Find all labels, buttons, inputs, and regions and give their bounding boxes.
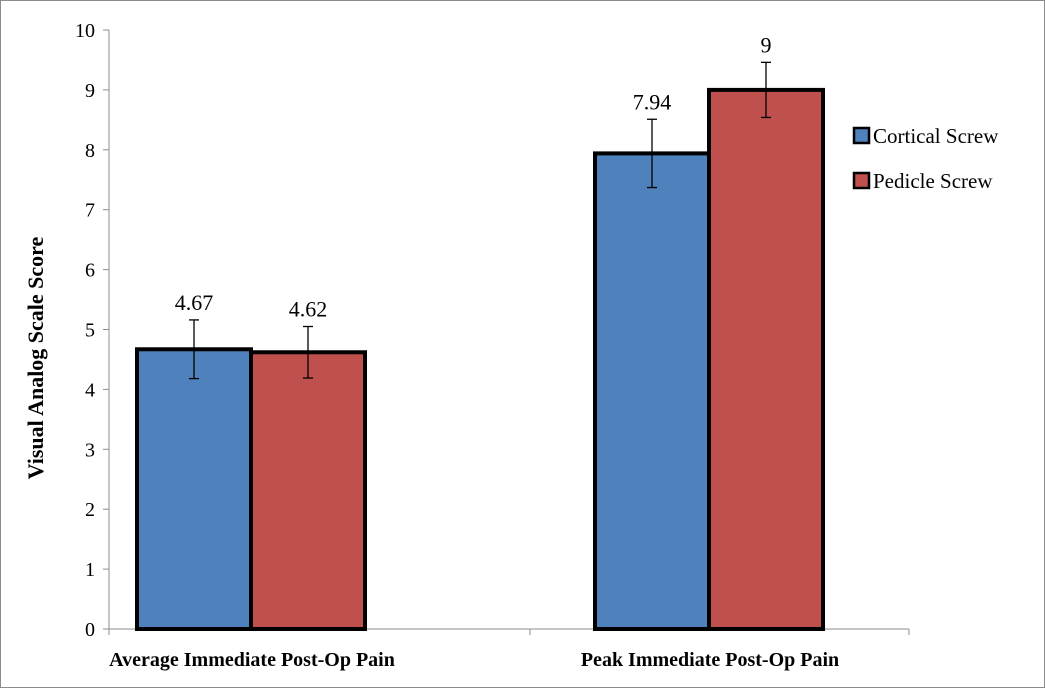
legend-swatch-pedicle-screw bbox=[852, 171, 871, 190]
y-axis-title: Visual Analog Scale Score bbox=[23, 236, 48, 479]
data-label: 9 bbox=[761, 32, 772, 57]
y-tick-label: 4 bbox=[85, 379, 95, 401]
y-tick-label: 2 bbox=[85, 499, 95, 521]
y-tick-label: 5 bbox=[85, 320, 95, 342]
y-tick-label: 9 bbox=[85, 80, 95, 102]
legend-swatch-cortical-screw bbox=[852, 126, 871, 145]
x-category-label: Average Immediate Post-Op Pain bbox=[109, 649, 395, 671]
y-tick-label: 3 bbox=[85, 439, 95, 461]
bar-pedicle-screw-1 bbox=[707, 87, 825, 631]
legend-label: Pedicle Screw bbox=[873, 169, 993, 193]
legend-label: Cortical Screw bbox=[873, 124, 999, 148]
y-tick-label: 7 bbox=[85, 200, 95, 222]
y-tick-label: 8 bbox=[85, 140, 95, 162]
y-tick-label: 0 bbox=[85, 619, 95, 641]
bar-cortical-screw-0 bbox=[135, 347, 253, 631]
y-tick-label: 10 bbox=[75, 20, 95, 42]
data-label: 4.62 bbox=[289, 297, 328, 322]
y-tick-label: 1 bbox=[85, 559, 95, 581]
data-label: 7.94 bbox=[633, 89, 672, 114]
data-label: 4.67 bbox=[175, 290, 214, 315]
x-category-label: Peak Immediate Post-Op Pain bbox=[581, 649, 839, 671]
y-tick-label: 6 bbox=[85, 260, 95, 282]
bar-cortical-screw-1 bbox=[593, 151, 711, 631]
bar-pedicle-screw-0 bbox=[249, 350, 367, 631]
